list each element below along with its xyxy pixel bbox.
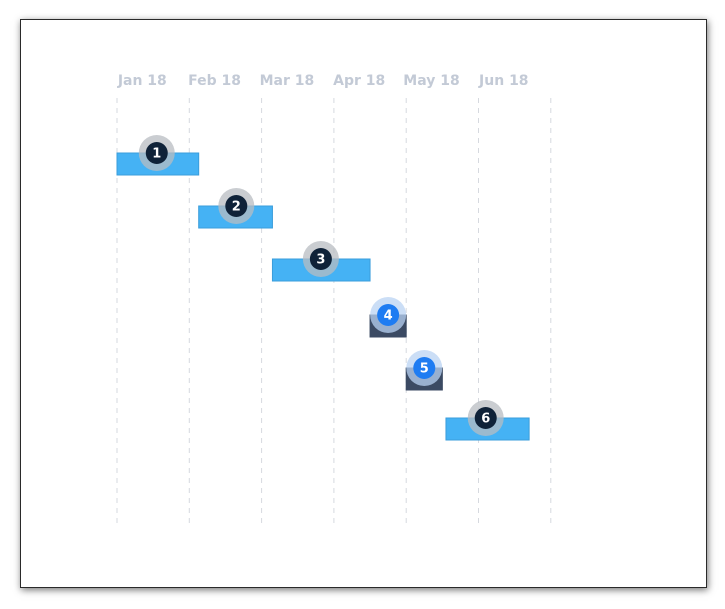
x-tick-label: Jan 18 [117,73,167,89]
task-badge-label: 5 [420,362,429,377]
task-badge [474,407,497,429]
gantt-chart-frame: Jan 18 Feb 18 Mar 18 Apr 18 May 18 Jun 18 1 2 3… [20,19,707,588]
x-tick-label: Mar 18 [260,73,315,89]
task-5: 5 [405,350,443,391]
task-badge [145,142,168,164]
task-badge-label: 1 [152,147,161,162]
task-badge [309,248,332,270]
x-tick-label: Apr 18 [333,73,385,89]
gantt-chart: Jan 18 Feb 18 Mar 18 Apr 18 May 18 Jun 18 1 2 3… [116,73,552,528]
x-tick-label: Jun 18 [478,73,529,89]
task-badge [377,304,400,326]
task-3: 3 [271,241,371,282]
task-1: 1 [116,135,200,176]
x-axis-ticks: Jan 18 Feb 18 Mar 18 Apr 18 May 18 Jun 18 [117,73,529,89]
task-badge-label: 2 [232,200,241,215]
x-tick-label: May 18 [403,73,459,89]
task-badge [413,357,436,379]
task-badge [225,195,248,217]
task-2: 2 [198,188,273,229]
task-badge-label: 6 [481,412,490,427]
task-bars: 1 2 3 4 5 6 [116,135,530,441]
task-6: 6 [445,400,530,441]
x-tick-label: Feb 18 [188,73,241,89]
task-badge-label: 4 [384,309,393,324]
task-badge-label: 3 [316,253,325,268]
task-4: 4 [369,297,407,338]
